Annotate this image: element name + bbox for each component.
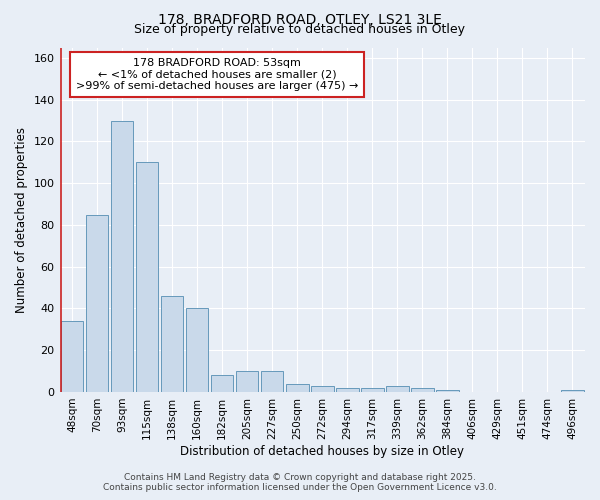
Text: 178 BRADFORD ROAD: 53sqm
← <1% of detached houses are smaller (2)
>99% of semi-d: 178 BRADFORD ROAD: 53sqm ← <1% of detach…: [76, 58, 358, 91]
Bar: [361, 388, 383, 392]
Bar: [86, 214, 109, 392]
Bar: [411, 388, 434, 392]
Bar: [261, 371, 283, 392]
Bar: [236, 371, 259, 392]
Bar: [161, 296, 184, 392]
Bar: [436, 390, 458, 392]
Text: 178, BRADFORD ROAD, OTLEY, LS21 3LE: 178, BRADFORD ROAD, OTLEY, LS21 3LE: [158, 12, 442, 26]
Bar: [211, 376, 233, 392]
Bar: [561, 390, 584, 392]
Bar: [111, 120, 133, 392]
Bar: [136, 162, 158, 392]
Bar: [386, 386, 409, 392]
Bar: [336, 388, 359, 392]
Bar: [311, 386, 334, 392]
X-axis label: Distribution of detached houses by size in Otley: Distribution of detached houses by size …: [180, 444, 464, 458]
Y-axis label: Number of detached properties: Number of detached properties: [15, 126, 28, 312]
Bar: [286, 384, 308, 392]
Text: Size of property relative to detached houses in Otley: Size of property relative to detached ho…: [134, 22, 466, 36]
Bar: [61, 321, 83, 392]
Bar: [186, 308, 208, 392]
Text: Contains HM Land Registry data © Crown copyright and database right 2025.
Contai: Contains HM Land Registry data © Crown c…: [103, 473, 497, 492]
